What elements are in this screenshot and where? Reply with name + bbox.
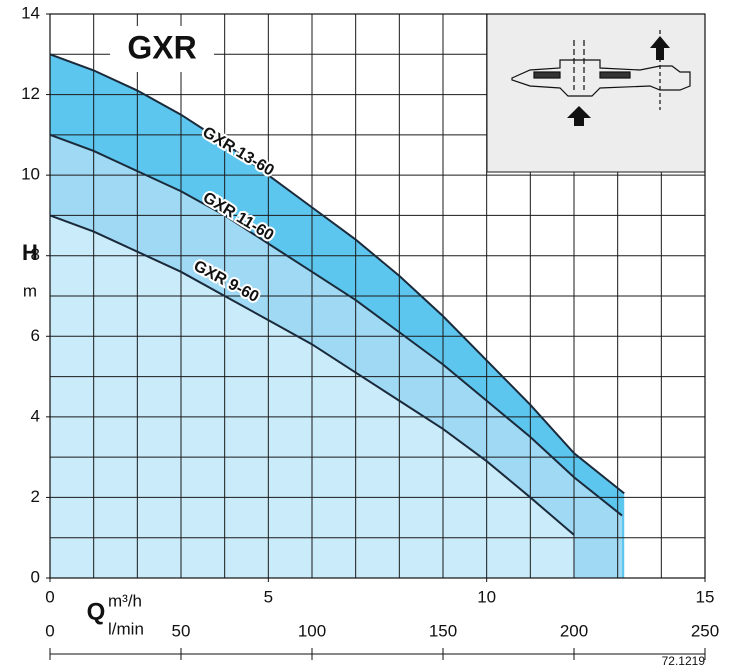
x2-tick-label: 200 <box>560 621 588 640</box>
flow-arrow <box>650 36 670 60</box>
x-axis-unit: m³/h <box>108 591 142 610</box>
pump-diagram <box>511 30 691 110</box>
x-tick-label: 5 <box>264 587 273 606</box>
y-tick-label: 8 <box>31 245 40 264</box>
plot-frame <box>49 13 706 579</box>
x-tick-label: 10 <box>477 587 496 606</box>
x2-tick-label: 50 <box>172 621 191 640</box>
curve-line <box>49 133 623 517</box>
chart-title: GXR <box>127 29 196 65</box>
y-tick-label: 0 <box>31 567 40 586</box>
flow-arrow <box>567 106 591 126</box>
y-tick-label: 4 <box>31 406 40 425</box>
y-tick-label: 14 <box>21 3 40 22</box>
title-box <box>110 26 214 72</box>
y-tick-label: 2 <box>31 487 40 506</box>
x2-tick-label: 250 <box>691 621 719 640</box>
y-tick-label: 12 <box>21 84 40 103</box>
x2-tick-label: 0 <box>45 621 54 640</box>
y-axis-unit: m <box>23 281 37 300</box>
x2-axis-unit: l/min <box>108 619 144 638</box>
curve-line <box>49 214 575 536</box>
inset-box <box>486 13 706 173</box>
x-axis-label: Q <box>87 598 106 625</box>
x2-tick-label: 150 <box>429 621 457 640</box>
y-tick-label: 10 <box>21 165 40 184</box>
x-tick-label: 0 <box>45 587 54 606</box>
y-axis-label: H <box>22 240 38 265</box>
y-tick-label: 6 <box>31 326 40 345</box>
x-tick-label: 15 <box>696 587 715 606</box>
x2-tick-label: 100 <box>298 621 326 640</box>
code-label: 72.1219 <box>662 654 706 668</box>
curve-line <box>49 53 625 495</box>
